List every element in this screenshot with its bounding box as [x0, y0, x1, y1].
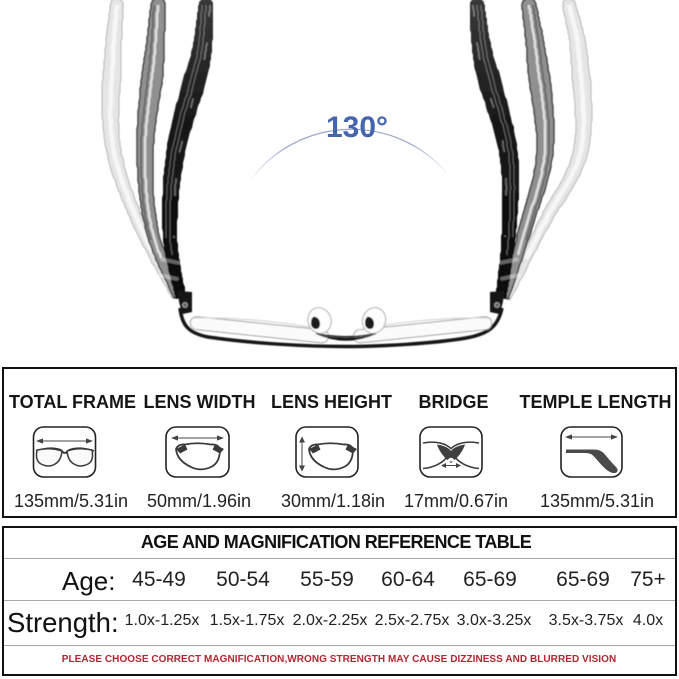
svg-text:130°: 130°	[326, 111, 388, 144]
